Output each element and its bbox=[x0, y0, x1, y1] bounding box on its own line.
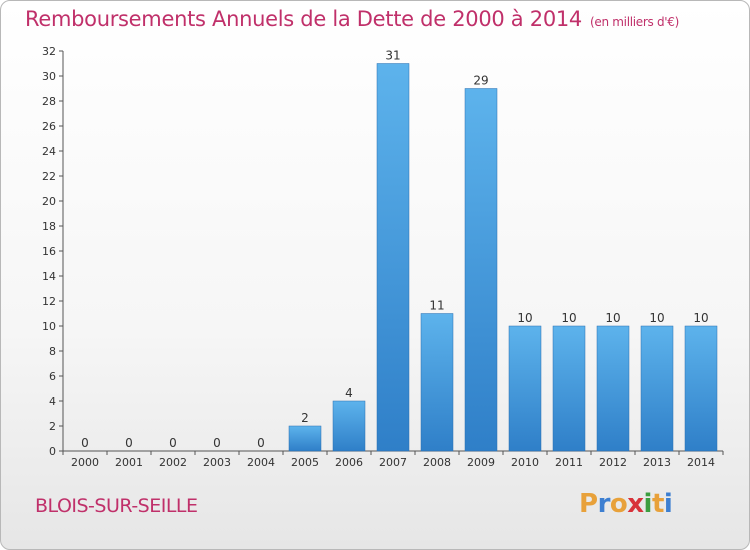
y-tick-label: 14 bbox=[42, 270, 56, 283]
bar bbox=[552, 325, 586, 452]
bar bbox=[332, 400, 366, 452]
logo-letter: r bbox=[597, 489, 611, 519]
x-tick-label: 2007 bbox=[379, 456, 407, 469]
x-tick-label: 2013 bbox=[643, 456, 671, 469]
value-label: 0 bbox=[213, 436, 221, 450]
bar bbox=[508, 325, 542, 452]
value-label: 4 bbox=[345, 386, 353, 400]
x-tick-label: 2009 bbox=[467, 456, 495, 469]
x-tick-label: 2012 bbox=[599, 456, 627, 469]
y-tick-label: 4 bbox=[49, 395, 56, 408]
y-tick-label: 6 bbox=[49, 370, 56, 383]
y-tick-label: 0 bbox=[49, 445, 56, 458]
logo-letter: i bbox=[643, 489, 653, 519]
bar bbox=[464, 88, 498, 452]
x-tick-label: 2010 bbox=[511, 456, 539, 469]
chart-title: Remboursements Annuels de la Dette de 20… bbox=[25, 7, 679, 31]
logo-letter: t bbox=[651, 489, 664, 519]
x-tick-label: 2014 bbox=[687, 456, 715, 469]
y-tick-label: 16 bbox=[42, 245, 56, 258]
x-tick-label: 2000 bbox=[71, 456, 99, 469]
x-tick-label: 2001 bbox=[115, 456, 143, 469]
value-label: 0 bbox=[125, 436, 133, 450]
chart-subtitle: (en milliers d'€) bbox=[590, 15, 680, 29]
y-tick-label: 8 bbox=[49, 345, 56, 358]
value-label: 29 bbox=[473, 74, 488, 88]
chart-title-text: Remboursements Annuels de la Dette de 20… bbox=[25, 7, 582, 31]
value-label: 0 bbox=[257, 436, 265, 450]
x-tick-label: 2008 bbox=[423, 456, 451, 469]
bar bbox=[288, 425, 322, 452]
y-tick-label: 18 bbox=[42, 220, 56, 233]
y-tick-label: 22 bbox=[42, 170, 56, 183]
y-tick-label: 32 bbox=[42, 45, 56, 58]
proxiti-logo: Proxiti bbox=[579, 489, 673, 519]
value-label: 10 bbox=[517, 311, 532, 325]
y-tick-label: 24 bbox=[42, 145, 56, 158]
logo-letter: o bbox=[609, 489, 628, 519]
y-tick-label: 26 bbox=[42, 120, 56, 133]
y-tick-label: 2 bbox=[49, 420, 56, 433]
value-label: 10 bbox=[605, 311, 620, 325]
commune-name: BLOIS-SUR-SEILLE bbox=[35, 495, 198, 517]
logo-letter: x bbox=[627, 489, 644, 519]
bar bbox=[596, 325, 630, 452]
bar bbox=[640, 325, 674, 452]
logo-letter: i bbox=[663, 489, 673, 519]
value-label: 0 bbox=[81, 436, 89, 450]
value-label: 2 bbox=[301, 411, 309, 425]
y-tick-label: 10 bbox=[42, 320, 56, 333]
bar bbox=[684, 325, 718, 452]
x-tick-label: 2004 bbox=[247, 456, 275, 469]
value-label: 10 bbox=[649, 311, 664, 325]
x-tick-label: 2003 bbox=[203, 456, 231, 469]
x-tick-label: 2011 bbox=[555, 456, 583, 469]
value-label: 0 bbox=[169, 436, 177, 450]
y-tick-label: 30 bbox=[42, 70, 56, 83]
bar bbox=[376, 63, 410, 452]
value-label: 10 bbox=[693, 311, 708, 325]
y-tick-label: 12 bbox=[42, 295, 56, 308]
x-tick-label: 2006 bbox=[335, 456, 363, 469]
x-tick-label: 2002 bbox=[159, 456, 187, 469]
bar bbox=[420, 313, 454, 452]
logo-letter: P bbox=[579, 489, 598, 519]
x-tick-label: 2005 bbox=[291, 456, 319, 469]
value-label: 31 bbox=[385, 49, 400, 63]
value-label: 10 bbox=[561, 311, 576, 325]
y-tick-label: 28 bbox=[42, 95, 56, 108]
y-tick-label: 20 bbox=[42, 195, 56, 208]
value-label: 11 bbox=[429, 299, 444, 313]
